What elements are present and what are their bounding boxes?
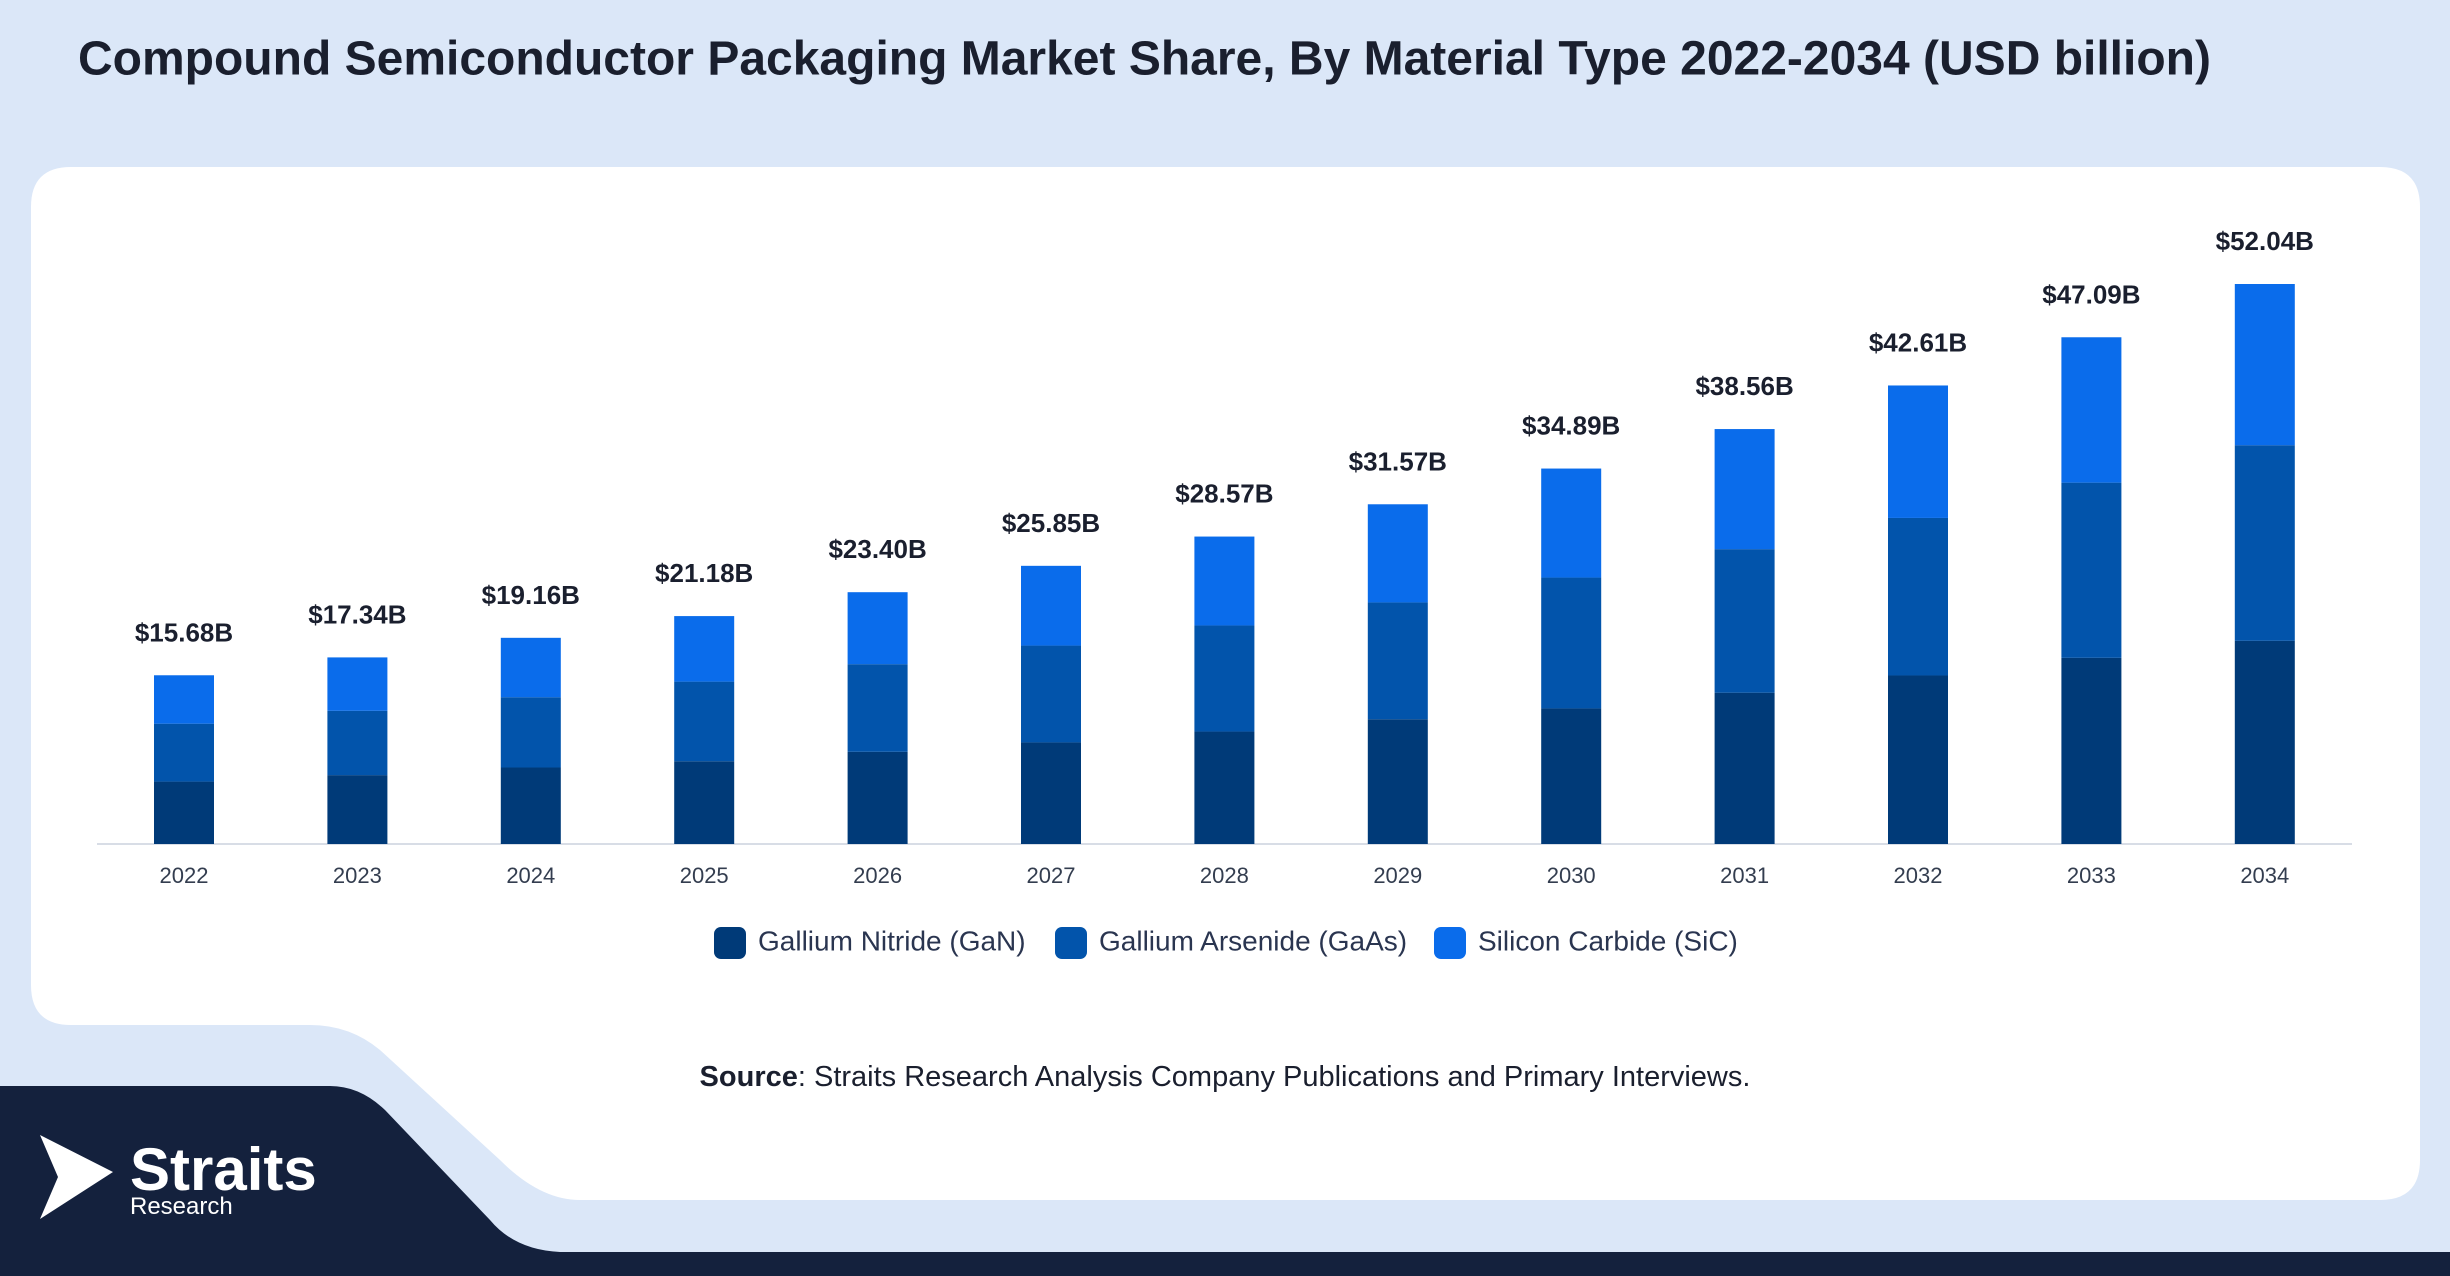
total-label: $19.16B bbox=[482, 580, 580, 610]
bar-segment bbox=[327, 657, 388, 711]
total-label: $15.68B bbox=[135, 617, 233, 647]
bar-segment bbox=[1888, 675, 1948, 844]
bar-segment bbox=[847, 592, 908, 665]
source-note: Source: Straits Research Analysis Compan… bbox=[700, 1061, 1751, 1093]
bar-segment bbox=[154, 675, 214, 724]
bar-segment bbox=[1888, 385, 1948, 518]
x-tick-label: 2027 bbox=[1027, 863, 1076, 888]
bar-segment bbox=[1367, 602, 1428, 720]
legend-label: Silicon Carbide (SiC) bbox=[1478, 925, 1738, 956]
bar-segment bbox=[154, 781, 214, 844]
bar-segment bbox=[500, 637, 561, 698]
bar-segment bbox=[2061, 482, 2122, 658]
bar-segment bbox=[1194, 731, 1255, 844]
bar-segment bbox=[674, 681, 735, 762]
total-label: $21.18B bbox=[655, 558, 753, 588]
x-tick-label: 2031 bbox=[1720, 863, 1769, 888]
legend-swatch bbox=[1055, 927, 1087, 959]
footer-band bbox=[0, 1086, 2450, 1276]
x-tick-label: 2032 bbox=[1894, 863, 1943, 888]
total-label: $52.04B bbox=[2216, 226, 2314, 256]
x-tick-label: 2033 bbox=[2067, 863, 2116, 888]
x-tick-label: 2025 bbox=[680, 863, 729, 888]
bar-segment bbox=[1021, 645, 1081, 743]
bar-segment bbox=[500, 697, 561, 768]
x-tick-label: 2034 bbox=[2240, 863, 2289, 888]
logo-tagline: Research bbox=[130, 1193, 233, 1220]
logo-icon bbox=[40, 1135, 113, 1219]
total-label: $34.89B bbox=[1522, 411, 1620, 441]
legend-label: Gallium Nitride (GaN) bbox=[758, 925, 1026, 956]
legend-swatch bbox=[714, 927, 746, 959]
bar-segment bbox=[674, 616, 735, 682]
total-label: $17.34B bbox=[308, 599, 406, 629]
x-tick-label: 2026 bbox=[853, 863, 902, 888]
legend-label: Gallium Arsenide (GaAs) bbox=[1099, 925, 1407, 956]
bar-segment bbox=[2061, 337, 2122, 483]
source-label: Source bbox=[700, 1061, 798, 1093]
total-label: $25.85B bbox=[1002, 508, 1100, 538]
bar-segment bbox=[847, 664, 908, 752]
bar-segment bbox=[327, 775, 388, 844]
bar-segment bbox=[1714, 429, 1775, 550]
bar-segment bbox=[327, 710, 388, 776]
x-tick-label: 2028 bbox=[1200, 863, 1249, 888]
total-label: $23.40B bbox=[828, 534, 926, 564]
bar-segment bbox=[674, 761, 735, 844]
bar-segment bbox=[1541, 468, 1602, 578]
bar-segment bbox=[1194, 536, 1255, 626]
bar-segment bbox=[1194, 625, 1255, 732]
bar-segment bbox=[2234, 445, 2295, 641]
logo-name: Straits bbox=[130, 1136, 317, 1203]
total-label: $47.09B bbox=[2042, 279, 2140, 309]
bar-segment bbox=[1714, 692, 1775, 844]
bar-segment bbox=[1367, 719, 1428, 844]
x-tick-label: 2022 bbox=[160, 863, 209, 888]
source-text: : Straits Research Analysis Company Publ… bbox=[798, 1061, 1751, 1093]
total-label: $38.56B bbox=[1695, 371, 1793, 401]
total-label: $28.57B bbox=[1175, 479, 1273, 509]
bar-segment bbox=[1021, 742, 1081, 844]
legend-swatch bbox=[1434, 927, 1466, 959]
bar-segment bbox=[1021, 565, 1081, 646]
bar-segment bbox=[847, 751, 908, 844]
total-label: $31.57B bbox=[1349, 446, 1447, 476]
total-label: $42.61B bbox=[1869, 327, 1967, 357]
bar-segment bbox=[2234, 284, 2295, 446]
bar-segment bbox=[500, 767, 561, 844]
x-tick-label: 2029 bbox=[1373, 863, 1422, 888]
x-tick-label: 2024 bbox=[506, 863, 555, 888]
bar-segment bbox=[1541, 708, 1602, 844]
bar-segment bbox=[154, 723, 214, 782]
x-tick-label: 2030 bbox=[1547, 863, 1596, 888]
chart-title: Compound Semiconductor Packaging Market … bbox=[78, 33, 2211, 86]
bar-segment bbox=[1714, 549, 1775, 693]
bar-segment bbox=[2061, 657, 2122, 844]
bar-segment bbox=[1541, 577, 1602, 709]
bar-segment bbox=[1367, 504, 1428, 603]
x-tick-label: 2023 bbox=[333, 863, 382, 888]
bar-segment bbox=[2234, 640, 2295, 844]
bar-segment bbox=[1888, 517, 1948, 676]
